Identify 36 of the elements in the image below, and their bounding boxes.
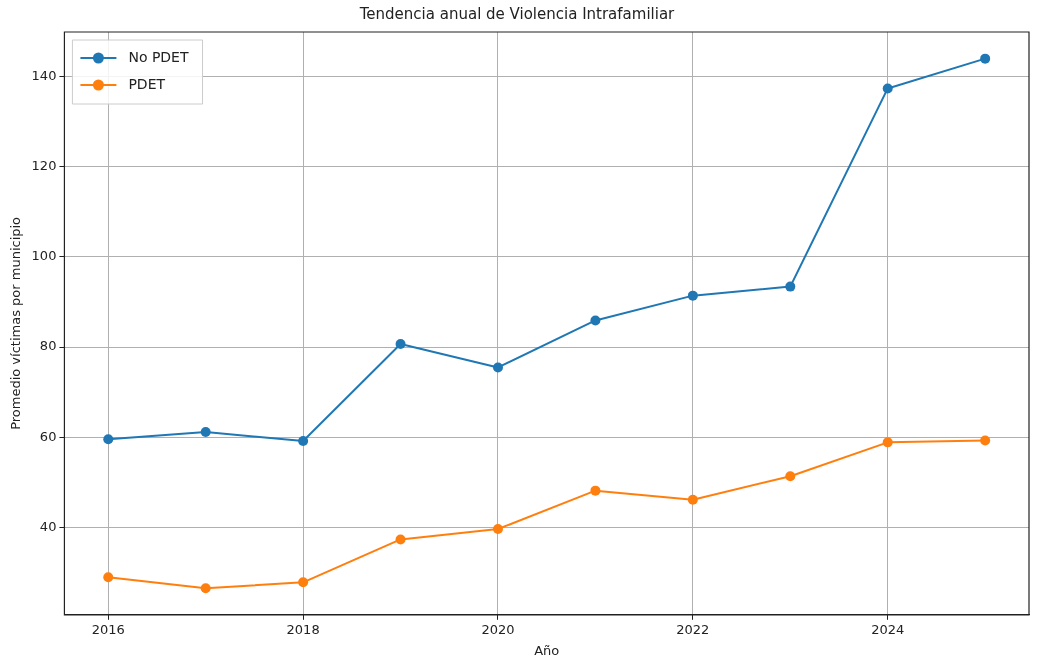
point xyxy=(980,53,991,64)
point xyxy=(590,315,601,326)
x-axis-title: Año xyxy=(534,642,560,658)
y-tick-label: 40 xyxy=(39,519,57,535)
point xyxy=(882,83,893,94)
chart-title: Tendencia anual de Violencia Intrafamiliar xyxy=(358,4,676,23)
point xyxy=(687,494,698,505)
point xyxy=(200,583,211,594)
point xyxy=(687,290,698,301)
x-tick-label: 2016 xyxy=(91,621,125,637)
point xyxy=(492,524,503,535)
point xyxy=(200,426,211,437)
point xyxy=(980,435,991,446)
point xyxy=(298,436,309,446)
x-tick-label: 2022 xyxy=(676,621,710,637)
point xyxy=(590,485,601,496)
point xyxy=(395,534,406,545)
point xyxy=(298,577,309,588)
point xyxy=(785,281,796,292)
point xyxy=(103,572,114,583)
x-tick-label: 2018 xyxy=(286,621,320,637)
y-axis-title: Promedio víctimas por municipio xyxy=(8,216,24,430)
x-tick-label: 2024 xyxy=(871,621,905,637)
point xyxy=(103,434,114,445)
point xyxy=(785,471,796,482)
point xyxy=(882,437,893,448)
y-tick-label: 60 xyxy=(39,428,57,444)
point xyxy=(395,338,406,349)
y-tick-label: 120 xyxy=(31,157,57,173)
y-tick-label: 80 xyxy=(39,338,57,354)
y-tick-label: 100 xyxy=(31,248,57,264)
legend-label: No PDET xyxy=(128,48,189,65)
y-tick-label: 140 xyxy=(31,67,57,83)
x-tick-label: 2020 xyxy=(481,621,515,637)
point xyxy=(492,362,503,373)
legend-label: PDET xyxy=(128,75,166,92)
